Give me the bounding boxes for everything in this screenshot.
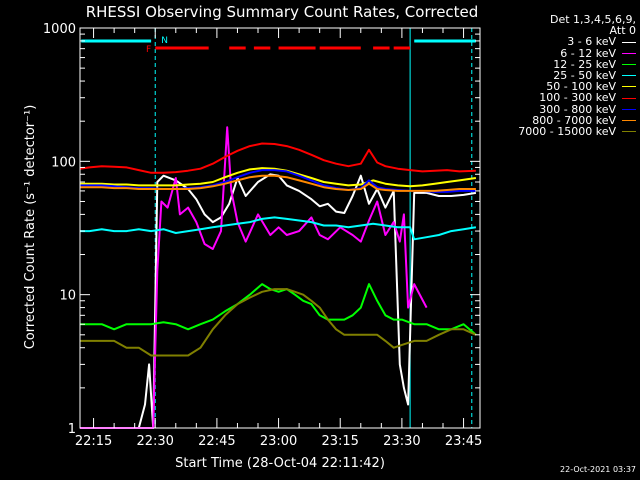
series-line [80,283,477,336]
legend-entry: 12 - 25 keV [484,59,636,70]
series-line [80,173,477,429]
x-tick-label: 22:45 [198,434,235,449]
x-tick-label: 23:00 [260,434,297,449]
x-axis-label: Start Time (28-Oct-04 22:11:42) [175,456,385,471]
legend-entry-label: 3 - 6 keV [567,35,616,49]
legend-entry: 50 - 100 keV [484,81,636,92]
legend-swatch [622,52,636,54]
legend-entry-label: 25 - 50 keV [553,69,616,83]
legend-entry: 300 - 800 keV [484,102,636,116]
plot-area: FN 1 10 100 1000 22:15 22:30 22:45 23:00 23:15 23:… [43,22,482,449]
night-marker-label: N [161,36,168,46]
legend-swatch [622,75,636,77]
legend-entry-label: 300 - 800 keV [539,102,616,116]
legend-entry-label: 100 - 300 keV [539,91,616,105]
legend-swatch [622,97,636,99]
legend-entry-label: 6 - 12 keV [560,46,616,60]
x-tick-label: 22:15 [75,434,112,449]
series-line [80,216,477,241]
flare-flag-label: F [146,45,151,55]
legend-entry: 3 - 6 keV [484,35,636,49]
legend-swatch [622,119,636,121]
series-line [80,167,477,188]
legend-entry: 6 - 12 keV [484,46,636,60]
x-tick-label: 23:30 [383,434,420,449]
series-line [80,174,476,192]
legend-header-line-2: Att 0 [609,24,636,38]
legend-entry-label: 7000 - 15000 keV [518,125,616,139]
x-tick-label: 23:45 [445,434,482,449]
y-axis-label: Corrected Count Rate (s⁻¹ detector⁻¹) [23,105,38,350]
legend-entry: 7000 - 15000 keV [484,126,636,137]
legend-swatch [622,131,636,133]
series-line [80,126,428,429]
series-line [79,142,476,174]
legend-entry-label: 50 - 100 keV [546,80,616,94]
legend: Det 1,3,4,5,6,9, Att 0 3 - 6 keV 6 - 12 … [484,14,636,137]
legend-entry: 25 - 50 keV [484,70,636,81]
x-tick-label: 23:15 [321,434,358,449]
legend-header-line-1: Det 1,3,4,5,6,9, [549,13,636,26]
y-tick-label: 1000 [43,22,76,37]
legend-swatch [622,86,636,88]
legend-entry: 100 - 300 keV [484,91,636,105]
legend-swatch [622,41,636,43]
legend-entry-label: 800 - 7000 keV [532,113,616,127]
legend-entry-label: 12 - 25 keV [553,57,616,71]
y-tick-label: 10 [59,289,76,304]
x-tick-label: 22:30 [136,434,173,449]
y-tick-label: 100 [51,155,76,170]
series-line [80,288,477,357]
chart-title: RHESSI Observing Summary Count Rates, Co… [86,3,479,21]
legend-entry: 800 - 7000 keV [484,115,636,126]
y-tick-label: 1 [68,422,76,437]
legend-swatch [622,108,636,110]
legend-swatch [622,63,636,65]
generation-timestamp: 22-Oct-2021 03:37 [560,465,636,474]
plot-frame [79,27,481,429]
